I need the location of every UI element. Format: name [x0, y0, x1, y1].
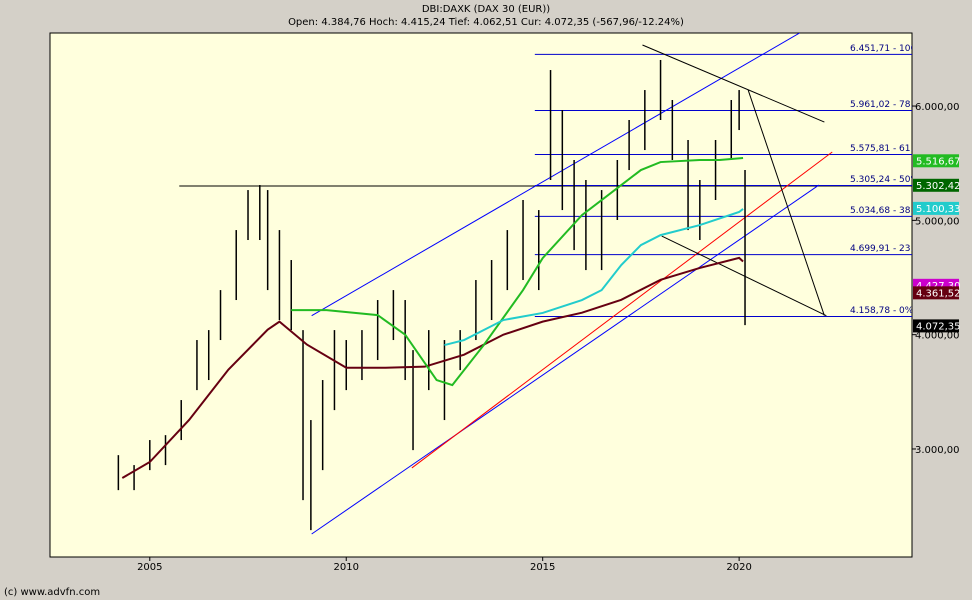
price-flag-label: 4.072,35 [916, 321, 961, 332]
y-tick-label: 5.000,00 [915, 216, 960, 227]
x-tick-label: 2005 [137, 562, 162, 573]
trendline [311, 184, 820, 535]
moving-average [121, 256, 744, 479]
x-tick-label: 2020 [726, 562, 751, 573]
fib-label: 5.034,68 - 38.2% [850, 206, 928, 216]
price-flag-label: 4.427,30 [916, 281, 961, 292]
trendline [642, 44, 825, 123]
x-tick-label: 2010 [334, 562, 359, 573]
moving-average [444, 208, 744, 347]
x-tick-label: 2015 [530, 562, 555, 573]
fib-label: 5.305,24 - 50% [850, 175, 919, 185]
price-flag [913, 201, 959, 215]
trendline [311, 33, 800, 317]
price-flag [913, 178, 959, 192]
plot-area [49, 32, 913, 558]
fib-label: 4.158,78 - 0% [850, 306, 914, 316]
chart-subtitle: Open: 4.384,76 Hoch: 4.415,24 Tief: 4.06… [288, 17, 684, 28]
price-flag [913, 319, 959, 333]
fib-label: 6.451,71 - 100% [850, 44, 925, 54]
trendline [661, 235, 827, 317]
fib-label: 4.699,91 - 23.6% [850, 244, 928, 254]
y-tick-label: 4.000,00 [915, 331, 960, 342]
price-flag [913, 154, 959, 168]
y-tick-label: 3.000,00 [915, 445, 960, 456]
footer: (c) www.advfn.com [4, 587, 100, 598]
price-flag-label: 4.361,52 [916, 288, 961, 299]
moving-average [291, 157, 744, 387]
y-tick-label: 6.000,00 [915, 102, 960, 113]
fib-label: 5.961,02 - 78.6% [850, 100, 928, 110]
price-flag-label: 5.302,42 [916, 181, 961, 192]
price-flag-label: 5.100,33 [916, 204, 961, 215]
fib-label: 5.575,81 - 61.8% [850, 144, 928, 154]
trendline [747, 89, 825, 316]
trendline [411, 151, 833, 469]
plot-layer: 6.451,71 - 100% 5.961,02 - 78.6% 5.575,81 … [117, 33, 928, 535]
price-flag-label: 5.516,67 [916, 156, 961, 167]
price-flag [913, 286, 959, 300]
chart-title: DBI:DAXK (DAX 30 (EUR)) [422, 4, 550, 15]
